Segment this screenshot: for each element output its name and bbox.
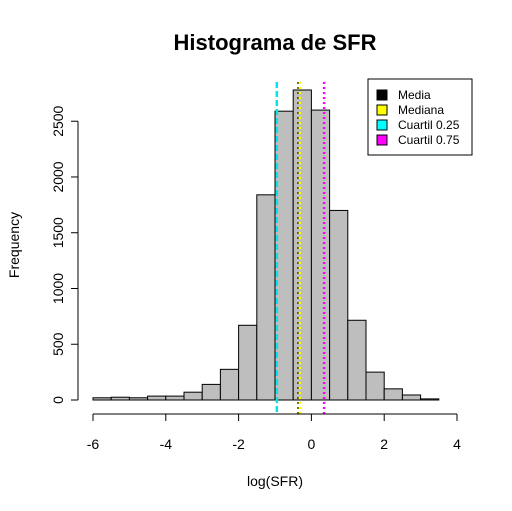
legend-swatch-2 [376, 119, 388, 131]
histogram-bar-16 [383, 388, 403, 401]
x-tick-label-0: -6 [87, 436, 100, 452]
legend-label-2: Cuartil 0.25 [398, 118, 460, 132]
legend-swatch-1 [376, 104, 388, 116]
y-axis-label: Frequency [6, 212, 22, 278]
legend-swatch-0 [376, 89, 388, 101]
histogram-bar-0 [92, 397, 112, 401]
y-axis: 0 500 1000 1500 2000 2500 [50, 105, 79, 404]
histogram-bar-5 [183, 391, 203, 401]
histogram-bar-18 [420, 398, 440, 401]
statistic-lines [275, 82, 326, 414]
histogram-bar-17 [401, 394, 422, 401]
y-tick-label-2: 1000 [50, 273, 66, 304]
histogram-bar-4 [165, 395, 185, 401]
legend-label-3: Cuartil 0.75 [398, 133, 460, 147]
histogram-bar-7 [219, 368, 240, 401]
histogram-bar-11 [292, 89, 312, 401]
histogram-bar-13 [329, 209, 349, 401]
histogram-bar-8 [238, 324, 258, 401]
x-tick-label-3: 0 [308, 436, 316, 452]
histogram-bar-9 [256, 194, 276, 401]
x-tick-label-5: 4 [453, 436, 461, 452]
x-tick-label-2: -2 [232, 436, 245, 452]
x-tick-label-1: -4 [160, 436, 173, 452]
histogram-bar-15 [365, 371, 385, 401]
legend-label-1: Mediana [398, 103, 444, 117]
histogram-bar-1 [110, 396, 130, 401]
legend-swatch-3 [376, 134, 388, 146]
histogram-bar-12 [310, 109, 331, 401]
x-tick-label-4: 2 [380, 436, 388, 452]
x-axis-label: log(SFR) [247, 473, 303, 489]
x-axis: -6 -4 -2 0 2 4 [87, 413, 461, 452]
y-tick-label-1: 500 [50, 332, 66, 356]
y-tick-label-4: 2000 [50, 161, 66, 192]
histogram-bar-3 [147, 395, 167, 401]
y-tick-label-3: 1500 [50, 217, 66, 248]
legend-label-0: Media [398, 88, 431, 102]
histogram-bar-14 [347, 319, 367, 401]
y-tick-label-5: 2500 [50, 105, 66, 136]
chart-title: Histograma de SFR [174, 30, 377, 55]
histogram-bar-6 [201, 383, 221, 401]
histogram-bar-2 [128, 397, 149, 401]
y-tick-label-0: 0 [50, 396, 66, 404]
